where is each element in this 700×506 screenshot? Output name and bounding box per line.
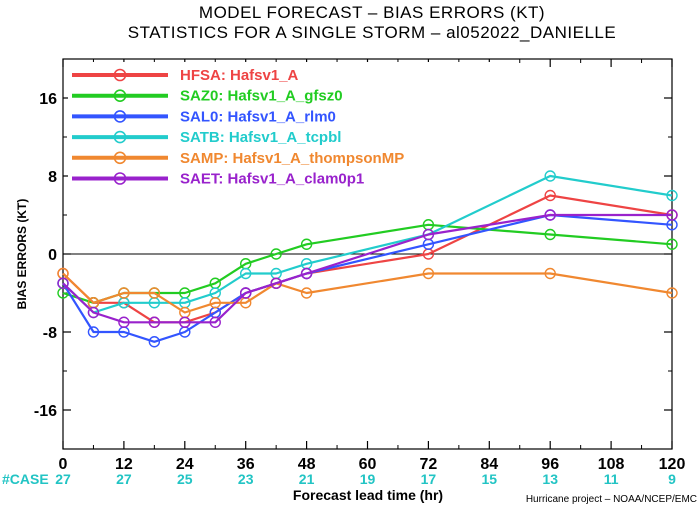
- data-point: [148, 336, 161, 348]
- case-count: 25: [177, 471, 193, 487]
- legend-swatch-marker: [113, 89, 127, 102]
- legend-swatch-marker: [113, 68, 127, 82]
- legend-swatch-marker: [113, 151, 127, 165]
- chart-title: MODEL FORECAST – BIAS ERRORS (KT): [199, 3, 545, 22]
- legend-entry: SAET: Hafsv1_A_clam0p1: [180, 171, 364, 188]
- case-count: 13: [542, 471, 558, 487]
- case-count: 11: [604, 471, 619, 487]
- x-axis-ticks: 0 12 24 36 48 60 72 84 96 108 120: [59, 59, 686, 473]
- data-point: [148, 287, 161, 299]
- legend-background: [68, 62, 500, 186]
- series-line: [62, 272, 673, 314]
- case-count: 17: [421, 471, 437, 487]
- data-point: [118, 316, 130, 328]
- legend-entry: HFSA: Hafsv1_A: [180, 67, 299, 84]
- y-axis-ticks: 16 8 0 -8 -16: [34, 91, 672, 420]
- x-tick-label: 24: [176, 456, 194, 473]
- data-point: [544, 170, 556, 182]
- x-tick-label: 96: [541, 456, 559, 473]
- case-count: 21: [299, 471, 315, 487]
- data-point: [209, 316, 221, 328]
- x-axis-label: Forecast lead time (hr): [293, 487, 443, 503]
- data-point: [544, 228, 556, 241]
- series-layer: [57, 170, 678, 348]
- case-label: #CASE: [2, 471, 49, 487]
- x-tick-label: 0: [59, 456, 68, 473]
- chart-subtitle: STATISTICS FOR A SINGLE STORM – al052022…: [128, 23, 616, 42]
- data-point: [666, 238, 678, 250]
- y-tick-label: -16: [34, 403, 57, 420]
- legend-entry: SAZ0: Hafsv1_A_gfsz0: [180, 88, 343, 105]
- legend-swatch-marker: [113, 110, 127, 123]
- legend-swatch-marker: [113, 172, 127, 185]
- x-tick-label: 72: [420, 456, 438, 473]
- y-tick-label: 16: [39, 91, 57, 108]
- case-count: 19: [360, 471, 376, 487]
- legend-entry: SATB: Hafsv1_A_tcpbl: [180, 129, 341, 146]
- legend-entry: SAL0: Hafsv1_A_rlm0: [180, 108, 336, 125]
- series-line: [62, 213, 672, 324]
- case-count: 27: [55, 471, 71, 487]
- x-tick-label: 108: [598, 456, 625, 473]
- y-axis-label: BIAS ERRORS (KT): [15, 199, 29, 310]
- data-point: [544, 189, 556, 202]
- legend: HFSA: Hafsv1_A SAZ0: Hafsv1_A_gfsz0 SAL0: …: [68, 62, 500, 188]
- case-count: 9: [668, 471, 676, 487]
- data-point: [300, 267, 313, 280]
- data-point: [239, 287, 252, 299]
- y-tick-label: 0: [48, 247, 57, 264]
- data-point: [422, 267, 435, 280]
- y-tick-label: 8: [48, 169, 57, 186]
- data-point: [270, 277, 282, 289]
- data-point: [300, 287, 313, 299]
- x-tick-label: 48: [298, 456, 316, 473]
- data-point: [57, 277, 69, 289]
- data-point: [270, 248, 282, 260]
- data-point: [422, 228, 435, 241]
- y-tick-label: -8: [43, 325, 57, 342]
- data-point: [87, 326, 100, 338]
- data-point: [544, 209, 556, 221]
- data-point: [87, 306, 100, 319]
- data-point: [239, 267, 252, 280]
- case-count: 27: [116, 471, 132, 487]
- x-tick-label: 12: [115, 456, 133, 473]
- data-point: [666, 189, 678, 202]
- data-point: [209, 297, 221, 309]
- data-point: [300, 238, 313, 250]
- x-tick-label: 36: [237, 456, 255, 473]
- data-point: [666, 287, 678, 299]
- legend-entry: SAMP: Hafsv1_A_thompsonMP: [180, 150, 404, 167]
- case-count-row: 27 27 25 23 21 19 17 15 13 11 9: [55, 471, 676, 487]
- x-tick-label: 120: [659, 456, 686, 473]
- data-point: [179, 316, 191, 328]
- data-point: [118, 287, 130, 299]
- legend-swatch-marker: [113, 130, 127, 144]
- data-point: [544, 267, 556, 280]
- case-count: 23: [238, 471, 254, 487]
- data-point: [148, 316, 161, 328]
- x-tick-label: 84: [480, 456, 498, 473]
- credit-text: Hurricane project – NOAA/NCEP/EMC: [526, 494, 697, 505]
- data-point: [666, 209, 678, 221]
- case-count: 15: [482, 471, 498, 487]
- x-tick-label: 60: [359, 456, 377, 473]
